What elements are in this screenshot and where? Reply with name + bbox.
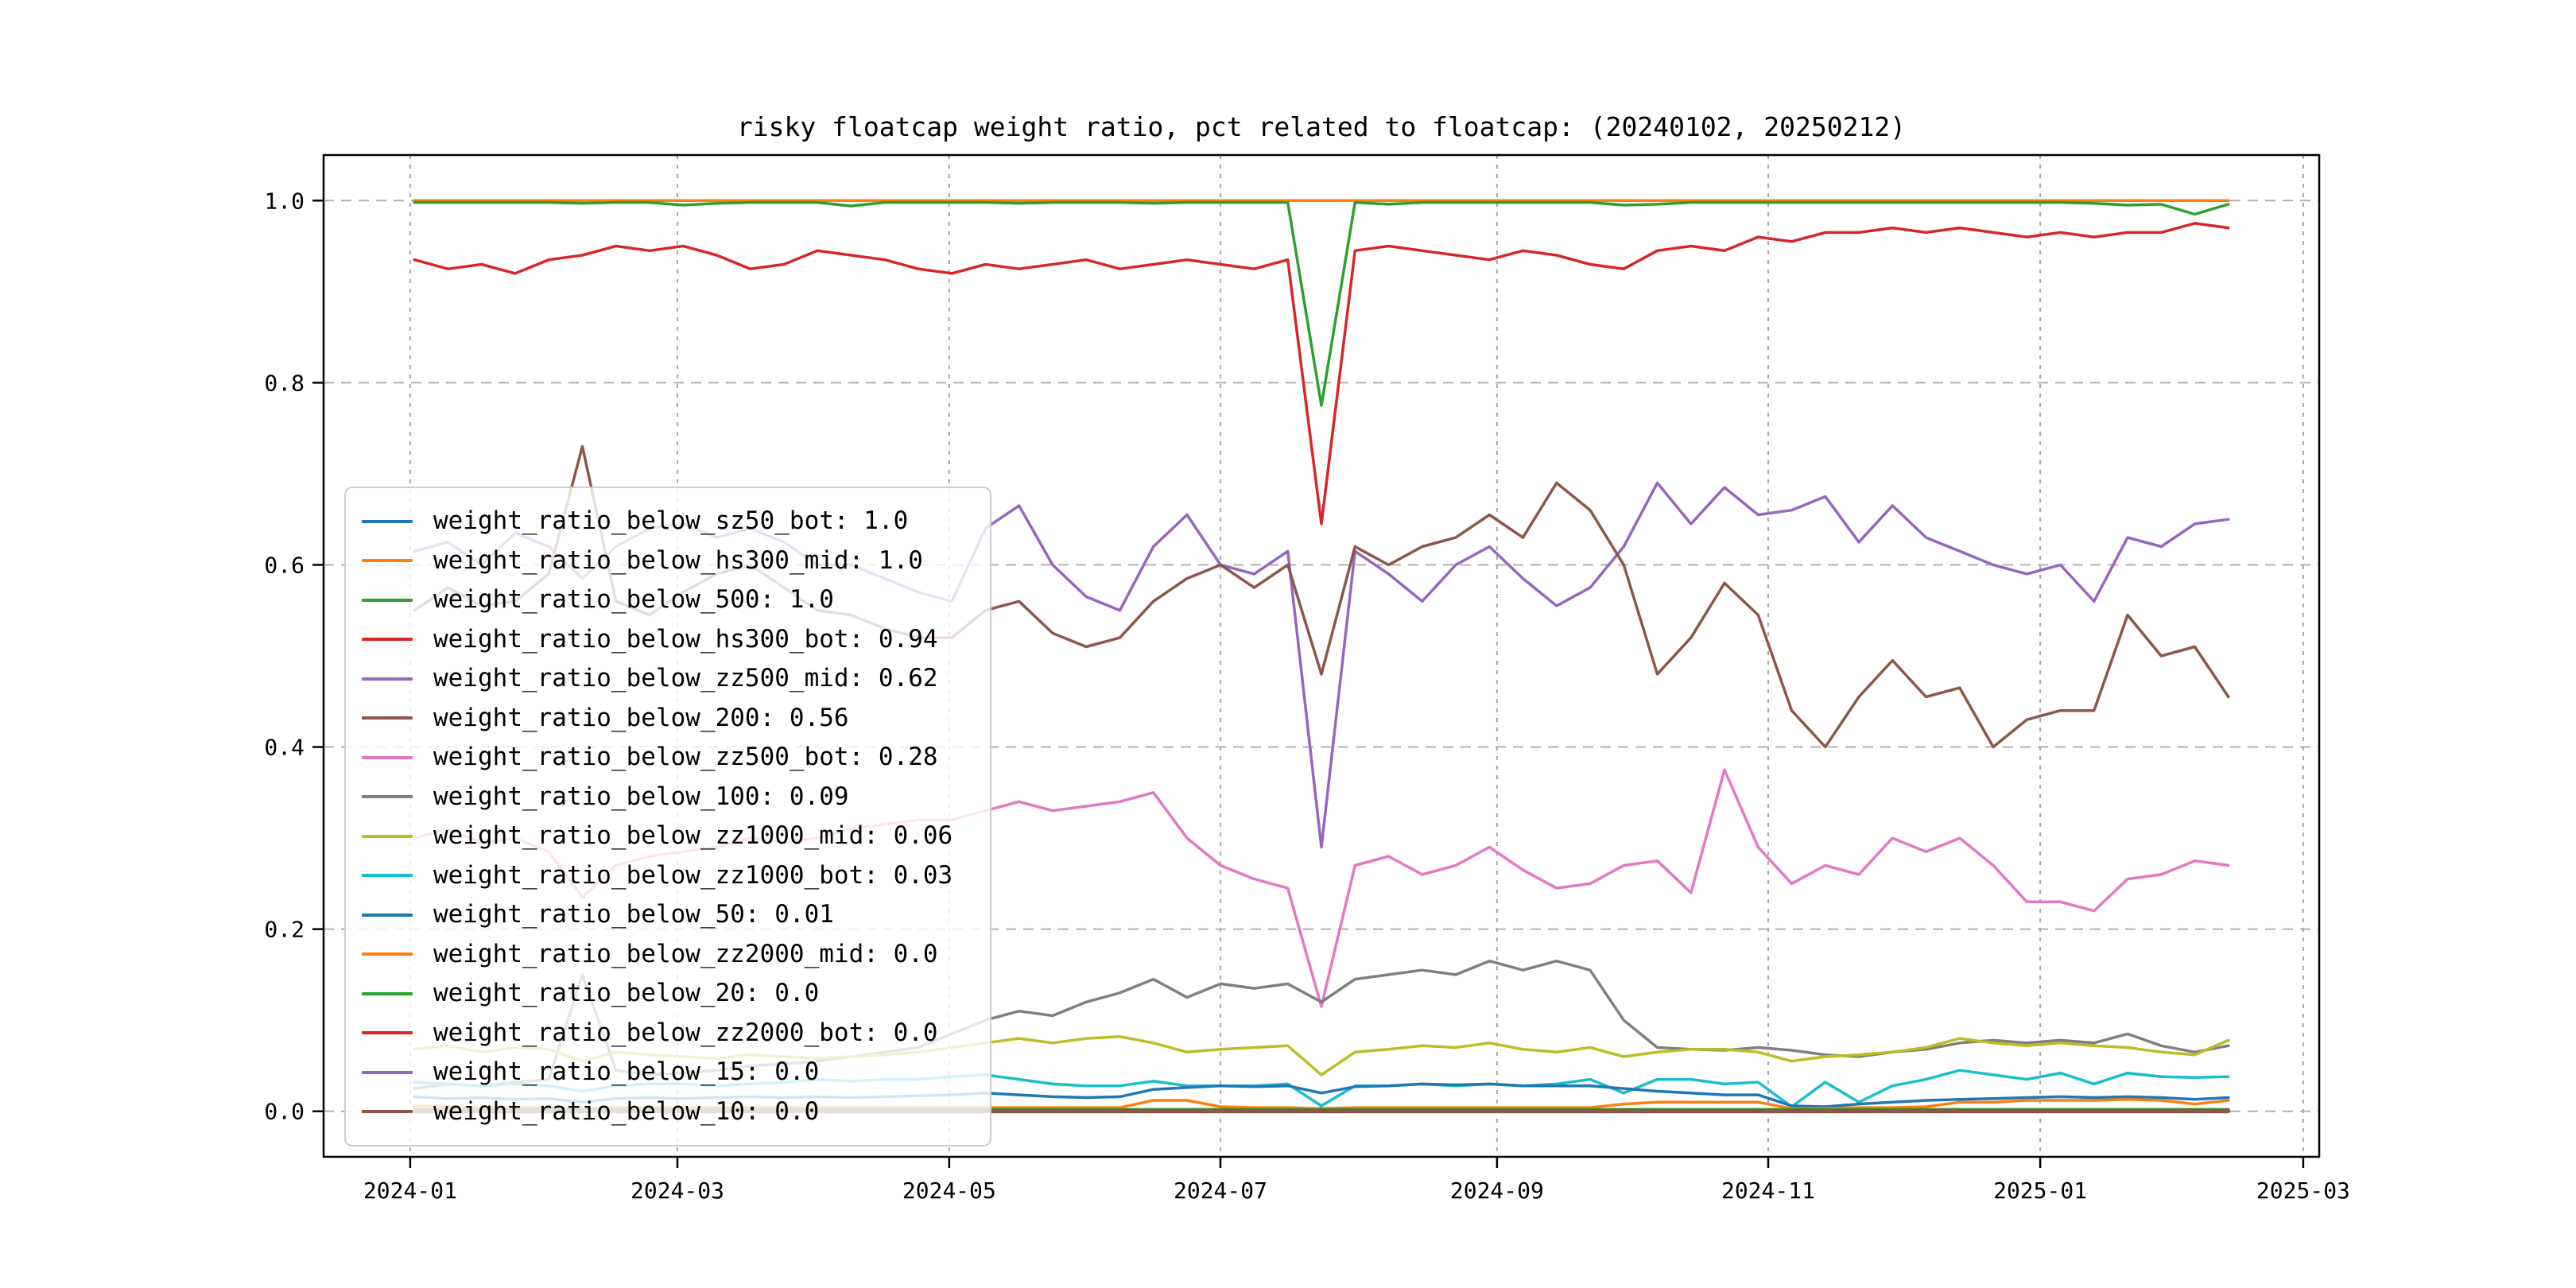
legend-item: weight_ratio_below_50: 0.01 xyxy=(362,902,982,927)
legend-line-swatch xyxy=(362,874,413,878)
legend-line-swatch xyxy=(362,1070,413,1074)
legend-item: weight_ratio_below_200: 0.56 xyxy=(362,703,982,732)
x-tick-label: 2024-11 xyxy=(1721,1177,1815,1204)
legend-label: weight_ratio_below_hs300_mid: 1.0 xyxy=(433,545,923,575)
legend-label: weight_ratio_below_zz500_mid: 0.62 xyxy=(433,664,938,693)
legend-item: weight_ratio_below_10: 0.0 xyxy=(362,1096,982,1126)
legend-item: weight_ratio_below_hs300_mid: 1.0 xyxy=(362,545,982,575)
legend-label: weight_ratio_below_zz2000_mid: 0.0 xyxy=(433,939,938,968)
y-tick-label: 0.2 xyxy=(264,917,305,943)
legend-label: weight_ratio_below_hs300_bot: 0.94 xyxy=(433,624,938,654)
legend-item: weight_ratio_below_500: 1.0 xyxy=(362,588,982,612)
legend-item: weight_ratio_below_hs300_bot: 0.94 xyxy=(362,627,982,652)
legend-item: weight_ratio_below_zz2000_mid: 0.0 xyxy=(362,939,982,968)
y-tick-label: 0.4 xyxy=(264,735,305,761)
x-tick-label: 2024-01 xyxy=(363,1177,457,1204)
x-tick-label: 2024-03 xyxy=(630,1177,724,1204)
x-tick-label: 2024-09 xyxy=(1450,1177,1544,1204)
legend-label: weight_ratio_below_500: 1.0 xyxy=(433,585,834,615)
series-line-weight_ratio_below_500 xyxy=(413,200,2230,407)
legend-item: weight_ratio_below_zz2000_bot: 0.0 xyxy=(362,1018,982,1047)
legend-item: weight_ratio_below_zz500_mid: 0.62 xyxy=(362,666,982,691)
x-tick-label: 2025-03 xyxy=(2256,1177,2350,1204)
legend-line-swatch xyxy=(362,677,413,681)
chart-title: risky floatcap weight ratio, pct related… xyxy=(736,111,1907,142)
legend-line-swatch xyxy=(362,913,413,917)
legend-line-swatch xyxy=(362,1031,413,1035)
legend-label: weight_ratio_below_sz50_bot: 1.0 xyxy=(433,506,909,536)
legend-item: weight_ratio_below_zz500_bot: 0.28 xyxy=(362,745,982,770)
legend-label: weight_ratio_below_15: 0.0 xyxy=(433,1057,820,1087)
legend-line-swatch xyxy=(362,991,413,995)
legend-line-swatch xyxy=(362,795,413,799)
legend: weight_ratio_below_sz50_bot: 1.0 weight_r… xyxy=(344,487,991,1146)
legend-item: weight_ratio_below_zz1000_bot: 0.03 xyxy=(362,863,982,888)
legend-line-swatch xyxy=(362,638,413,642)
legend-line-swatch xyxy=(362,1110,413,1113)
legend-label: weight_ratio_below_zz500_bot: 0.28 xyxy=(433,743,938,772)
legend-label: weight_ratio_below_200: 0.56 xyxy=(433,703,849,732)
legend-label: weight_ratio_below_50: 0.01 xyxy=(433,900,834,929)
legend-item: weight_ratio_below_15: 0.0 xyxy=(362,1060,982,1084)
x-tick-label: 2024-07 xyxy=(1174,1177,1267,1204)
legend-label: weight_ratio_below_zz1000_bot: 0.03 xyxy=(433,860,953,890)
legend-line-swatch xyxy=(362,755,413,759)
legend-label: weight_ratio_below_20: 0.0 xyxy=(433,979,820,1008)
x-tick-label: 2024-05 xyxy=(902,1177,996,1204)
legend-line-swatch xyxy=(362,834,413,838)
legend-label: weight_ratio_below_zz2000_bot: 0.0 xyxy=(433,1018,938,1047)
y-tick-label: 0.0 xyxy=(264,1099,305,1125)
legend-item: weight_ratio_below_20: 0.0 xyxy=(362,981,982,1006)
y-tick-label: 0.6 xyxy=(264,552,305,578)
legend-line-swatch xyxy=(362,952,413,956)
legend-label: weight_ratio_below_10: 0.0 xyxy=(433,1096,820,1126)
axis-ticks: 2024-01 2024-03 2024-05 2024-07 2024-09 2024-… xyxy=(264,188,2350,1204)
legend-line-swatch xyxy=(362,519,413,523)
legend-item: weight_ratio_below_sz50_bot: 1.0 xyxy=(362,509,982,533)
plot-border xyxy=(322,153,2321,1158)
legend-line-swatch xyxy=(362,559,413,563)
legend-label: weight_ratio_below_zz1000_mid: 0.06 xyxy=(433,821,953,851)
y-tick-label: 0.8 xyxy=(264,370,305,396)
legend-item: weight_ratio_below_zz1000_mid: 0.06 xyxy=(362,824,982,848)
legend-line-swatch xyxy=(362,598,413,602)
legend-label: weight_ratio_below_100: 0.09 xyxy=(433,782,849,811)
series-line-weight_ratio_below_hs300_bot xyxy=(413,222,2230,526)
legend-item: weight_ratio_below_100: 0.09 xyxy=(362,782,982,811)
legend-line-swatch xyxy=(362,716,413,720)
x-tick-label: 2025-01 xyxy=(1993,1177,2087,1204)
y-tick-label: 1.0 xyxy=(264,188,305,214)
